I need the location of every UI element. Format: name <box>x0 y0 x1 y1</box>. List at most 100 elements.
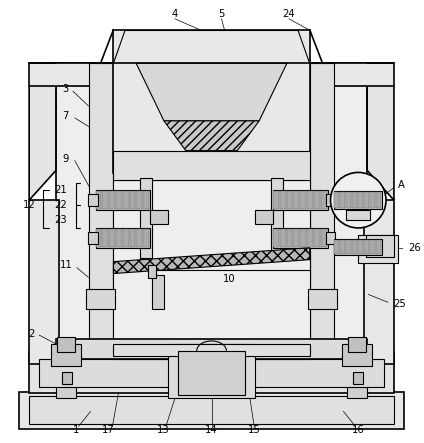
Text: 4: 4 <box>172 9 178 19</box>
Bar <box>88 232 98 244</box>
Text: 24: 24 <box>282 9 295 19</box>
Bar <box>95 190 150 210</box>
Bar <box>364 192 369 208</box>
Bar <box>352 192 357 208</box>
Bar <box>280 229 286 247</box>
Bar <box>346 192 351 208</box>
Bar <box>353 372 363 384</box>
Bar <box>346 210 370 220</box>
Text: 12: 12 <box>23 200 36 210</box>
Text: 2: 2 <box>28 329 34 339</box>
Polygon shape <box>136 63 287 121</box>
Bar <box>150 210 168 224</box>
Bar <box>321 191 326 209</box>
Bar <box>370 192 375 208</box>
Bar <box>307 229 313 247</box>
Text: 7: 7 <box>63 111 69 121</box>
Bar <box>56 379 76 398</box>
Bar <box>352 240 357 254</box>
Text: 14: 14 <box>205 425 218 435</box>
Bar <box>113 270 310 359</box>
Bar <box>39 359 384 387</box>
Bar <box>123 229 128 247</box>
Bar <box>116 229 122 247</box>
Text: 26: 26 <box>408 243 421 253</box>
Bar <box>321 229 326 247</box>
Bar <box>358 192 363 208</box>
Bar <box>109 229 115 247</box>
Bar <box>293 229 299 247</box>
Bar <box>376 240 381 254</box>
Bar <box>293 191 299 209</box>
Bar <box>130 229 135 247</box>
Bar <box>300 191 306 209</box>
Bar <box>335 191 382 209</box>
Bar <box>56 339 367 359</box>
Bar <box>178 351 245 396</box>
Bar <box>140 179 152 258</box>
Polygon shape <box>164 121 259 151</box>
Bar <box>335 240 340 254</box>
Bar <box>143 191 149 209</box>
Bar <box>366 235 394 256</box>
Bar <box>335 239 382 255</box>
Bar <box>273 191 279 209</box>
Bar <box>310 63 335 346</box>
Polygon shape <box>29 63 56 200</box>
Bar <box>152 275 164 309</box>
Bar <box>19 392 404 429</box>
Bar <box>273 190 327 210</box>
Bar <box>51 344 81 366</box>
Bar <box>130 191 135 209</box>
Bar <box>29 396 394 424</box>
Bar <box>137 191 142 209</box>
Bar <box>300 229 306 247</box>
Bar <box>62 372 72 384</box>
Bar <box>113 30 310 173</box>
Bar <box>358 240 363 254</box>
Text: 21: 21 <box>55 185 67 195</box>
Bar <box>314 191 320 209</box>
Text: 9: 9 <box>63 154 69 163</box>
Bar <box>113 344 310 356</box>
Text: 22: 22 <box>55 200 67 210</box>
Bar <box>137 229 142 247</box>
Bar <box>57 337 75 352</box>
Bar <box>109 191 115 209</box>
Bar <box>364 200 394 364</box>
Bar <box>346 240 351 254</box>
Bar <box>113 151 310 180</box>
Polygon shape <box>367 63 394 200</box>
Bar <box>56 63 367 361</box>
Bar <box>29 63 394 86</box>
Bar <box>287 229 293 247</box>
Bar <box>326 194 335 206</box>
Bar <box>255 210 273 224</box>
Bar <box>308 289 338 309</box>
Bar <box>89 63 113 346</box>
Bar <box>29 352 394 393</box>
Bar <box>358 235 398 263</box>
Text: 16: 16 <box>352 425 365 435</box>
Bar <box>113 180 310 284</box>
Bar <box>364 240 369 254</box>
Text: 1: 1 <box>73 425 79 435</box>
Bar <box>273 228 327 248</box>
Bar <box>376 192 381 208</box>
Bar <box>307 191 313 209</box>
Bar <box>343 344 372 366</box>
Bar <box>273 229 279 247</box>
Bar <box>95 229 101 247</box>
Bar <box>168 344 255 398</box>
Text: 3: 3 <box>63 84 69 94</box>
Bar <box>143 229 149 247</box>
Text: 25: 25 <box>393 299 406 309</box>
Bar <box>280 191 286 209</box>
Bar <box>148 264 156 279</box>
Text: 13: 13 <box>156 425 169 435</box>
Bar <box>116 191 122 209</box>
Text: A: A <box>398 180 405 190</box>
Bar <box>102 229 108 247</box>
Text: 17: 17 <box>102 425 115 435</box>
Polygon shape <box>113 248 310 273</box>
